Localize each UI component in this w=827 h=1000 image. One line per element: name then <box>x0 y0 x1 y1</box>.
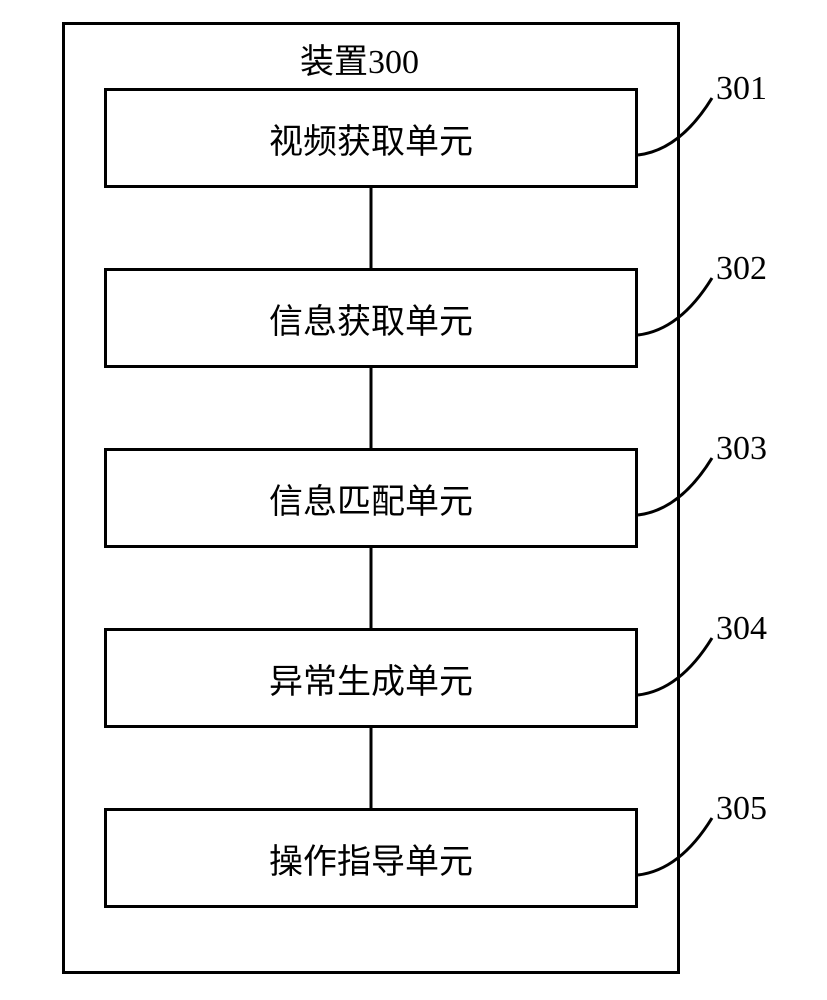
unit-box-label: 异常生成单元 <box>269 654 473 703</box>
unit-box-label: 信息匹配单元 <box>269 474 473 523</box>
unit-box-info-match: 信息匹配单元 <box>104 448 638 548</box>
unit-box-label: 操作指导单元 <box>269 834 473 883</box>
unit-box-exception-generate: 异常生成单元 <box>104 628 638 728</box>
unit-box-label: 视频获取单元 <box>269 114 473 163</box>
reference-label-301: 301 <box>716 70 767 108</box>
reference-label-302: 302 <box>716 250 767 288</box>
unit-box-operation-guide: 操作指导单元 <box>104 808 638 908</box>
unit-box-video-acquire: 视频获取单元 <box>104 88 638 188</box>
diagram-canvas: 装置300 视频获取单元 信息获取单元 信息匹配单元 异常生成单元 操作指导单元… <box>0 0 827 1000</box>
device-title: 装置300 <box>300 34 419 83</box>
unit-box-info-acquire: 信息获取单元 <box>104 268 638 368</box>
reference-label-303: 303 <box>716 430 767 468</box>
reference-label-305: 305 <box>716 790 767 828</box>
reference-label-304: 304 <box>716 610 767 648</box>
unit-box-label: 信息获取单元 <box>269 294 473 343</box>
